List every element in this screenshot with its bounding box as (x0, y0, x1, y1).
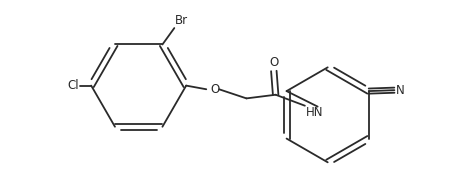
Text: O: O (209, 83, 218, 96)
Text: HN: HN (305, 106, 323, 119)
Text: N: N (395, 84, 404, 97)
Text: O: O (269, 56, 278, 69)
Text: Br: Br (175, 14, 188, 27)
Text: Cl: Cl (67, 79, 79, 92)
